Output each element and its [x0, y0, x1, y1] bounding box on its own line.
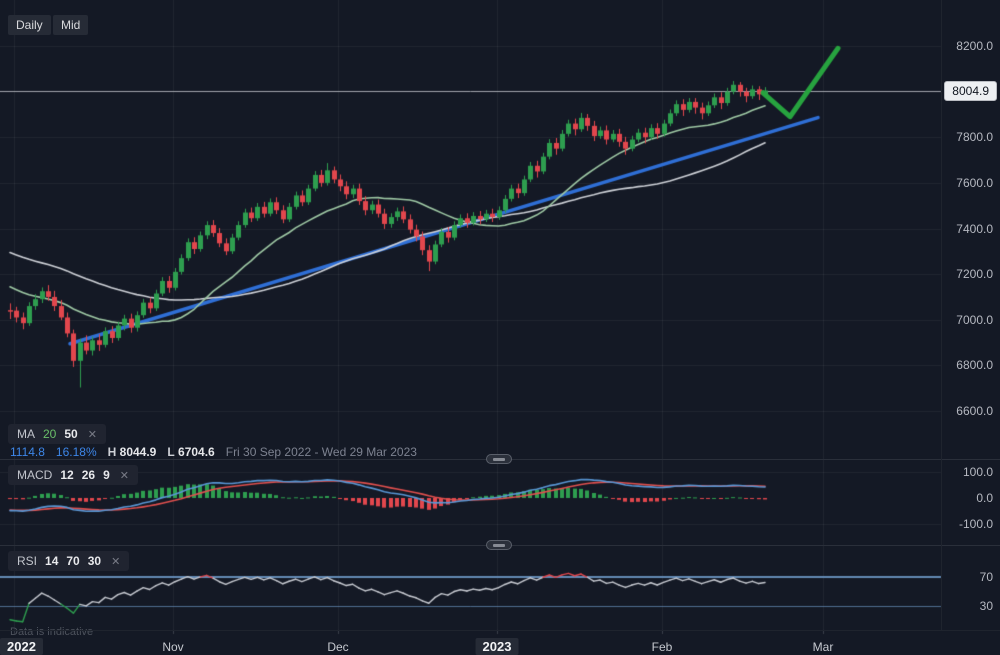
price-tick-label: 7200.0 [956, 267, 993, 282]
time-axis-border [0, 630, 1000, 631]
rsi-tick-label: 30 [979, 599, 993, 613]
macd-remove-icon[interactable]: ✕ [119, 469, 129, 482]
pane-resize-handle[interactable] [486, 540, 512, 550]
ma-period-50: 50 [64, 427, 78, 441]
price-change-value: 1114.8 [10, 445, 45, 459]
macd-tick-label: 0.0 [976, 491, 993, 505]
timeframe-daily-button[interactable]: Daily [8, 15, 51, 35]
macd-tick-label: 100.0 [962, 465, 993, 479]
macd-fast-period: 12 [60, 468, 74, 482]
macd-tick-label: -100.0 [958, 517, 993, 531]
ma-period-20: 20 [43, 427, 57, 441]
price-tick-label: 6800.0 [956, 358, 993, 373]
price-tick-label: 7600.0 [956, 175, 993, 190]
price-info-row: 1114.8 16.18% H 8044.9 L 6704.6 Fri 30 S… [10, 445, 417, 459]
timeframe-mid-button[interactable]: Mid [53, 15, 89, 35]
pane-resize-handle[interactable] [486, 454, 512, 464]
price-change-percent: 16.18% [55, 445, 97, 459]
ma-legend-title: MA [17, 427, 35, 441]
time-tick-label: Nov [162, 640, 184, 654]
macd-signal-period: 9 [103, 468, 110, 482]
visible-high: H 8044.9 [107, 445, 157, 459]
price-tick-label: 7400.0 [956, 221, 993, 236]
macd-slow-period: 26 [81, 468, 96, 482]
macd-legend-title: MACD [17, 468, 53, 482]
rsi-legend-title: RSI [17, 554, 38, 568]
indicative-note: Data is indicative [10, 626, 94, 638]
rsi-oversold-level: 30 [87, 554, 102, 568]
time-tick-label: Dec [327, 640, 349, 654]
time-tick-label: Feb [651, 640, 673, 654]
rsi-tick-label: 70 [979, 570, 993, 584]
rsi-overbought-level: 70 [66, 554, 80, 568]
visible-low: L 6704.6 [167, 445, 215, 459]
time-tick-label: 2022 [0, 638, 43, 655]
price-tick-label: 7800.0 [956, 130, 993, 145]
ma-indicator-legend[interactable]: MA 20 50 ✕ [8, 424, 106, 444]
rsi-indicator-legend[interactable]: RSI 14 70 30 ✕ [8, 551, 130, 571]
time-tick-label: Mar [812, 640, 834, 654]
macd-indicator-legend[interactable]: MACD 12 26 9 ✕ [8, 465, 138, 485]
rsi-period: 14 [45, 554, 59, 568]
ma-remove-icon[interactable]: ✕ [87, 428, 97, 441]
price-tick-label: 6600.0 [956, 404, 993, 418]
price-tick-label: 7000.0 [956, 312, 993, 327]
rsi-remove-icon[interactable]: ✕ [111, 555, 121, 568]
last-price-label: 8004.9 [944, 81, 997, 101]
price-axis-border [941, 0, 942, 630]
price-tick-label: 8200.0 [956, 39, 993, 53]
time-tick-label: 2023 [475, 638, 519, 655]
date-range: Fri 30 Sep 2022 - Wed 29 Mar 2023 [225, 445, 417, 459]
